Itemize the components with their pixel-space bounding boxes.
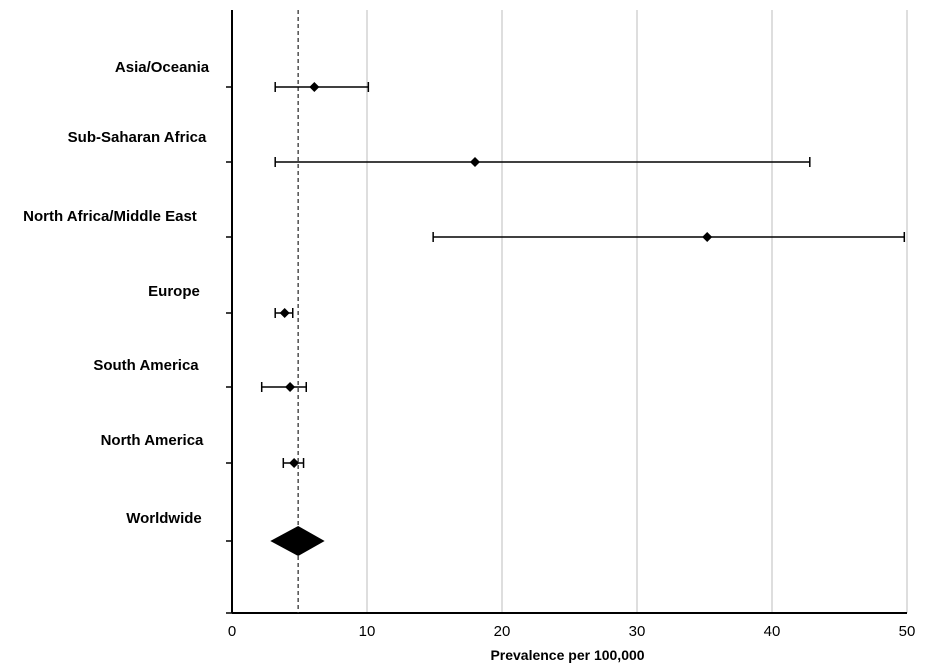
point-estimate [279,308,290,318]
row-label: Europe [148,283,200,300]
forest-row: Worldwide [126,510,325,556]
point-estimate [285,382,296,392]
forest-row: Sub-Saharan Africa [68,129,811,167]
axis-layer: 0 10 20 30 40 50 [226,10,915,640]
x-tick-label: 30 [629,623,646,640]
point-estimate [470,157,480,167]
rows-layer: Asia/Oceania Sub-Saharan Africa North Afri… [23,59,906,556]
grid-layer [366,10,908,613]
x-axis-label: Prevalence per 100,000 [490,647,644,663]
x-tick-label: 40 [764,623,781,640]
point-estimate [289,458,300,468]
row-label: Asia/Oceania [115,59,210,76]
point-estimate [309,82,320,92]
x-tick-label: 10 [359,623,376,640]
row-label: Sub-Saharan Africa [68,129,207,146]
forest-row: Europe [148,283,294,318]
forest-row: Asia/Oceania [115,59,370,92]
forest-row: North Africa/Middle East [23,208,906,242]
row-label: South America [93,357,199,374]
x-tick-label: 20 [494,623,511,640]
row-label: North Africa/Middle East [23,208,197,225]
x-tick-label: 50 [899,623,916,640]
row-label: North America [101,432,204,449]
forest-row: South America [93,357,307,392]
forest-row: North America [101,432,305,468]
pooled-estimate-diamond [270,526,325,556]
row-label: Worldwide [126,510,202,527]
point-estimate [702,232,713,242]
x-tick-label: 0 [228,623,236,640]
